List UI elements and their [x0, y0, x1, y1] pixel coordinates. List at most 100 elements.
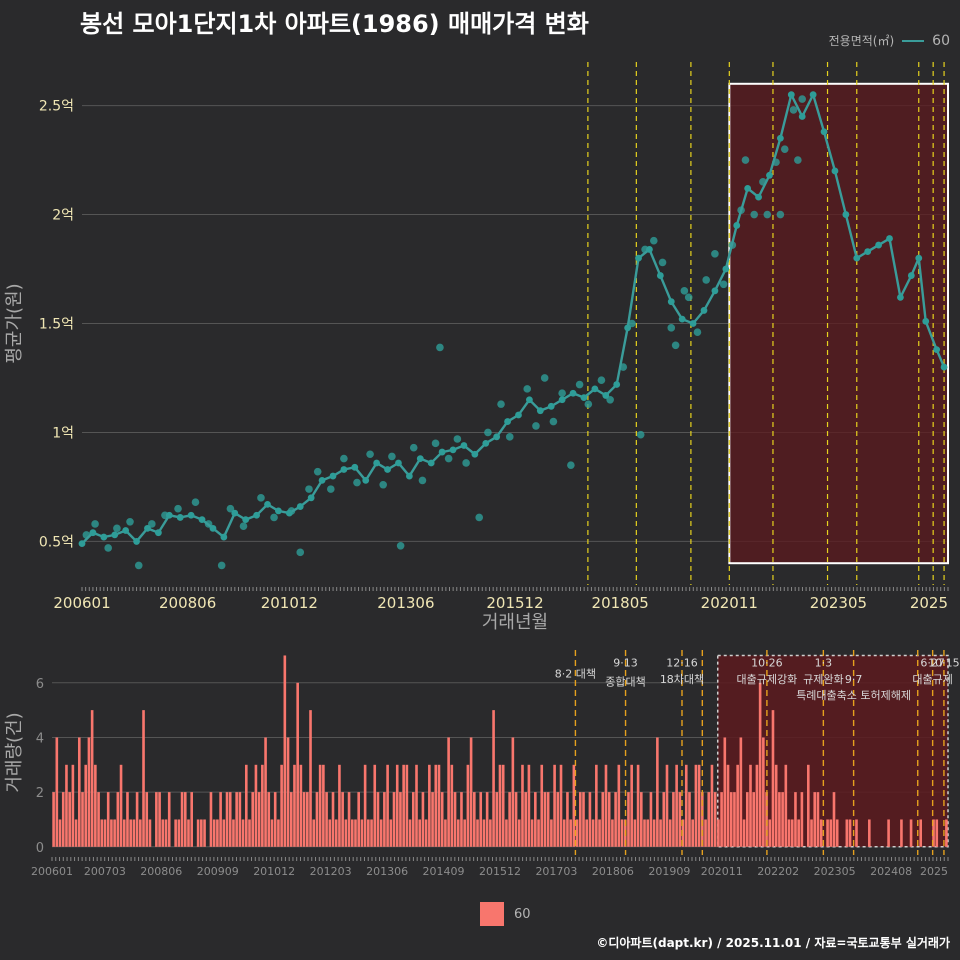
price-point: [700, 307, 708, 314]
volume-bar: [575, 819, 579, 847]
price-point: [689, 320, 697, 327]
price-point: [313, 467, 322, 476]
volume-bar: [774, 764, 778, 847]
price-point: [755, 193, 762, 201]
price-point: [646, 246, 653, 253]
volume-bar: [562, 819, 566, 847]
legend-bottom: 60: [480, 902, 531, 926]
volume-bar: [273, 792, 277, 847]
price-point: [602, 392, 610, 399]
price-point: [209, 524, 217, 532]
volume-bar: [501, 764, 505, 847]
price-point: [253, 511, 260, 519]
price-point: [842, 211, 850, 218]
volume-bar: [588, 792, 592, 847]
volume-bar: [498, 764, 502, 847]
price-point: [575, 380, 584, 389]
volume-bar: [514, 792, 518, 847]
volume-bar: [816, 792, 820, 847]
volume-bar: [119, 764, 123, 847]
volume-bar: [283, 655, 287, 847]
policy-annotation: 대출규제강화: [737, 673, 798, 686]
volume-bar: [768, 819, 772, 847]
volume-bar: [678, 792, 682, 847]
price-point: [597, 376, 606, 384]
legend-bar-swatch: [480, 902, 504, 926]
y-tick-label: 0.5억: [39, 534, 74, 550]
policy-annotation: 종합대책: [605, 676, 645, 689]
volume-bar: [444, 819, 447, 847]
price-point: [418, 476, 427, 485]
price-point: [558, 389, 566, 398]
volume-bar: [665, 764, 669, 847]
price-point: [493, 433, 501, 441]
price-point: [650, 236, 658, 245]
volume-bar: [225, 792, 229, 847]
volume-bar: [61, 792, 65, 847]
volume-bar: [659, 819, 662, 847]
volume-bar: [668, 819, 672, 847]
volume-bar: [161, 819, 165, 847]
price-point: [794, 156, 802, 164]
price-point: [504, 418, 511, 425]
volume-bar: [415, 764, 418, 847]
volume-bar: [694, 764, 698, 847]
volume-bar: [97, 792, 100, 847]
volume-bar: [68, 792, 71, 847]
price-point: [809, 91, 817, 99]
volume-bar: [630, 764, 633, 847]
volume-bar: [379, 819, 383, 847]
legend-line-swatch: [902, 39, 925, 42]
price-point: [678, 315, 686, 323]
volume-bar: [94, 764, 97, 847]
volume-bar: [318, 764, 322, 847]
volume-bar: [646, 819, 650, 847]
price-point: [536, 407, 544, 415]
volume-bar: [601, 792, 605, 847]
volume-bar: [758, 682, 762, 847]
volume-bar: [257, 792, 261, 847]
volume-bar: [559, 764, 563, 847]
price-point: [776, 210, 785, 219]
volume-bar: [527, 764, 531, 847]
x-tick-label: 2025: [920, 865, 948, 878]
volume-bar: [492, 710, 495, 847]
price-point: [351, 463, 359, 471]
volume-bar: [135, 792, 139, 847]
legend-top: 전용면적(㎡) 60: [829, 32, 950, 49]
x-tick-label: 200806: [140, 865, 182, 878]
x-tick-label: 201306: [366, 865, 408, 878]
volume-bar: [373, 764, 377, 847]
volume-bar: [209, 792, 213, 847]
volume-bar: [453, 792, 457, 847]
credit-line: ©디아파트(dapt.kr) / 2025.11.01 / 자료=국토교통부 실…: [596, 936, 950, 950]
volume-bar: [334, 819, 338, 847]
volume-bar: [534, 792, 537, 847]
policy-annotation: 특례대출축소 토허제해제: [796, 688, 911, 702]
price-point: [78, 540, 86, 547]
volume-bar: [826, 819, 829, 847]
volume-bar: [71, 764, 75, 847]
volume-bar: [672, 792, 675, 847]
price-point: [667, 298, 675, 306]
price-point: [187, 511, 195, 519]
volume-bar: [370, 819, 373, 847]
policy-annotation: 규제완화: [803, 673, 843, 686]
volume-bar: [238, 792, 242, 847]
price-point: [373, 459, 381, 467]
volume-bar: [524, 792, 527, 847]
volume-bar: [261, 764, 264, 847]
price-point: [671, 341, 680, 350]
price-point: [89, 529, 97, 537]
x-tick-label: 201806: [592, 865, 634, 878]
price-point: [416, 455, 424, 463]
volume-bar: [556, 792, 560, 847]
volume-bar: [341, 792, 344, 847]
price-point: [133, 538, 140, 545]
price-point: [100, 533, 108, 541]
price-point: [624, 324, 632, 332]
volume-bar: [688, 792, 691, 847]
volume-bar: [350, 819, 354, 847]
x-tick-label: 202305: [814, 865, 856, 878]
